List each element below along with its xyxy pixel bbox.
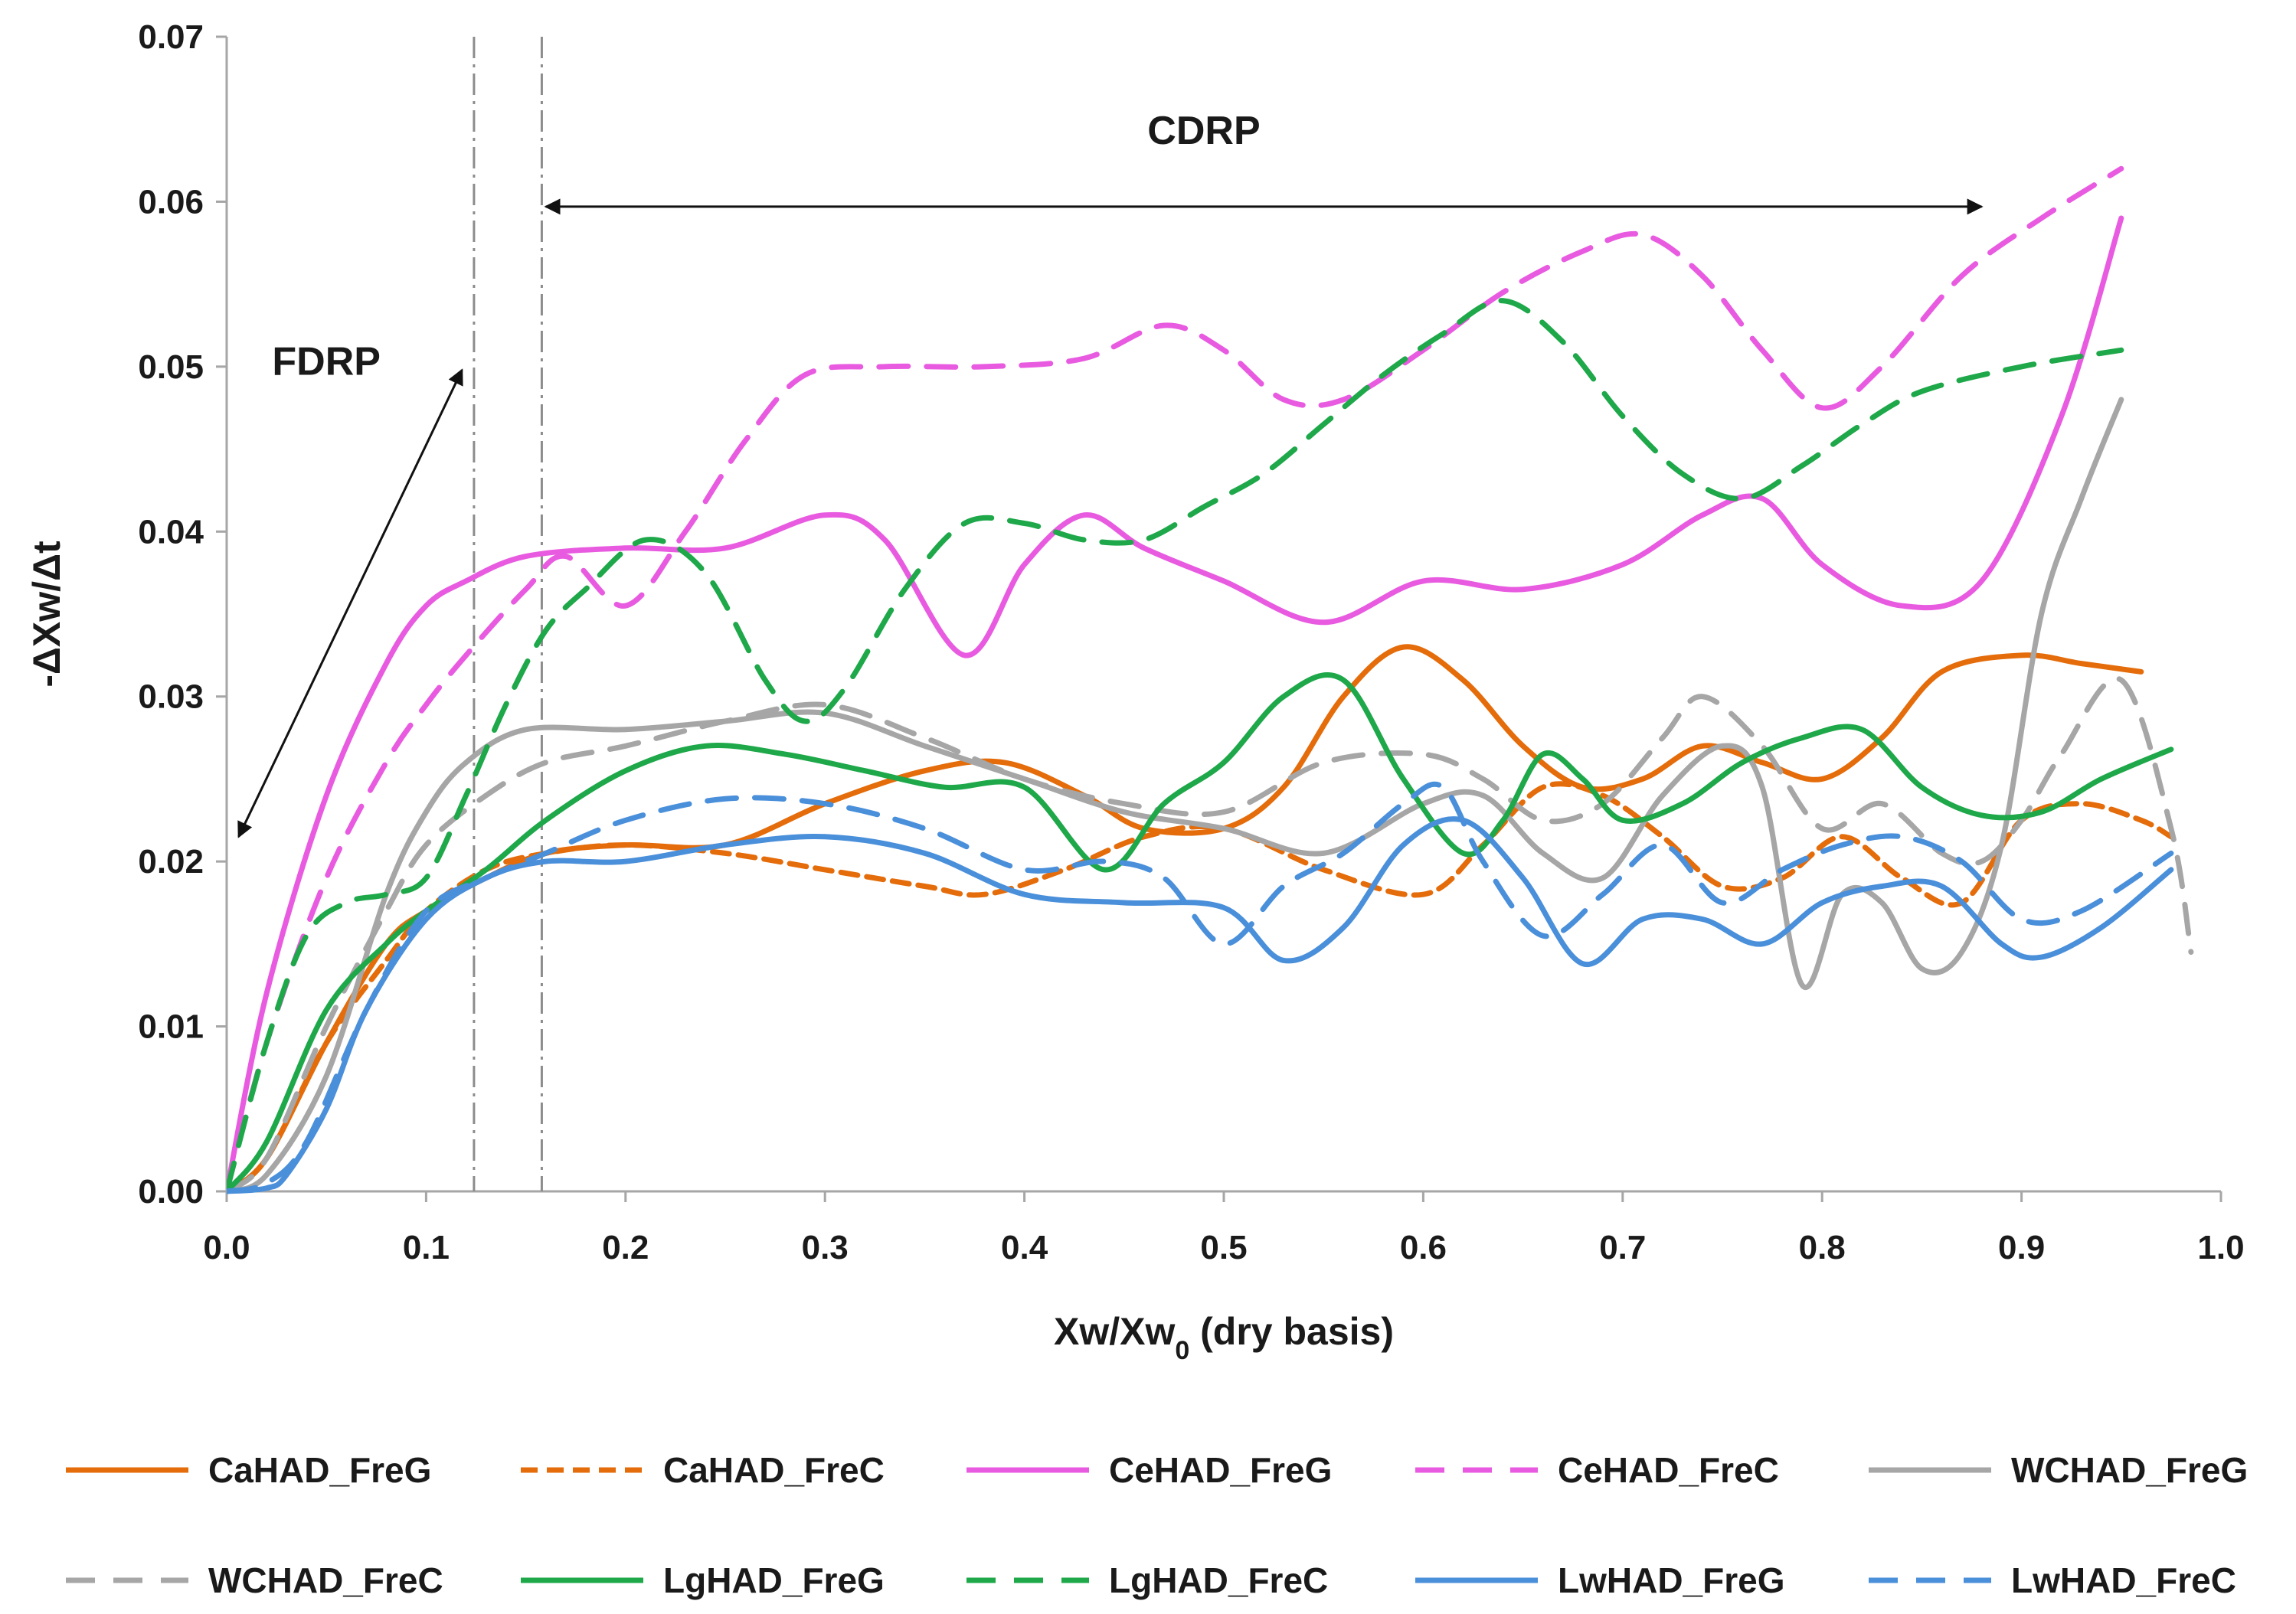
tick-labels: 0.00 0.01 0.02 0.03 0.04 0.05 0.06 0.07 0.0 0.1 0.… [138,18,2244,1266]
x-tick-label: 0.5 [1200,1229,1247,1266]
x-axis-title: Xw/Xw0 (dry basis) [1054,1310,1394,1365]
legend-label: CeHAD_FreG [1109,1450,1332,1490]
x-tick-label: 0.1 [403,1229,450,1266]
cdrp-label: CDRP [1147,109,1260,153]
x-tick-label: 0.3 [802,1229,849,1266]
x-tick-label: 0.2 [602,1229,649,1266]
legend-label: LgHAD_FreG [663,1560,885,1600]
series-line-lghad-freg [227,672,2174,1194]
series-group [227,165,2194,1194]
y-tick-label: 0.06 [138,183,204,221]
axes [216,35,2222,1202]
legend-label: CaHAD_FreC [663,1450,885,1490]
series-line-lwhad-frec [227,781,2174,1194]
x-axis-title-main: Xw/Xw [1054,1310,1175,1353]
y-tick-label: 0.05 [138,348,204,386]
annotations: CDRP FDRP [237,109,1984,838]
x-tick-label: 0.8 [1799,1229,1846,1266]
x-tick-label: 0.0 [203,1229,250,1266]
x-tick-label: 0.9 [1998,1229,2045,1266]
x-tick-label: 1.0 [2197,1229,2244,1266]
y-tick-label: 0.00 [138,1173,204,1210]
legend: CaHAD_FreG CaHAD_FreC CeHAD_FreG CeHAD_FreC… [66,1450,2248,1600]
legend-label: LwHAD_FreG [1558,1560,1784,1600]
legend-label: WCHAD_FreG [2011,1450,2248,1490]
phase-divider-lines [473,37,543,1191]
y-tick-label: 0.02 [138,843,204,881]
y-tick-label: 0.01 [138,1008,204,1046]
x-axis-title-tail: (dry basis) [1189,1310,1394,1353]
series-line-wchad-frec [227,675,2194,1194]
legend-label: LwHAD_FreC [2011,1560,2236,1600]
x-tick-label: 0.6 [1400,1229,1447,1266]
series-line-lwhad-freg [227,816,2174,1194]
x-tick-label: 0.4 [1001,1229,1048,1266]
legend-label: CeHAD_FreC [1558,1450,1779,1490]
fdrp-arrow [237,368,463,838]
series-line-lghad-frec [227,298,2124,1194]
series-line-wchad-freg [227,397,2124,1194]
legend-label: WCHAD_FreC [208,1560,443,1600]
series-line-cehad-frec [227,165,2124,1194]
y-tick-label: 0.07 [138,18,204,56]
y-tick-label: 0.03 [138,678,204,716]
series-line-cehad-freg [227,215,2124,1194]
x-tick-label: 0.7 [1599,1229,1646,1266]
fdrp-label: FDRP [272,340,381,384]
legend-label: LgHAD_FreC [1109,1560,1328,1600]
y-axis-title: -ΔXw/Δt [25,541,68,688]
legend-label: CaHAD_FreG [208,1450,431,1490]
x-axis-title-sub: 0 [1175,1336,1189,1365]
y-tick-label: 0.04 [138,513,204,551]
